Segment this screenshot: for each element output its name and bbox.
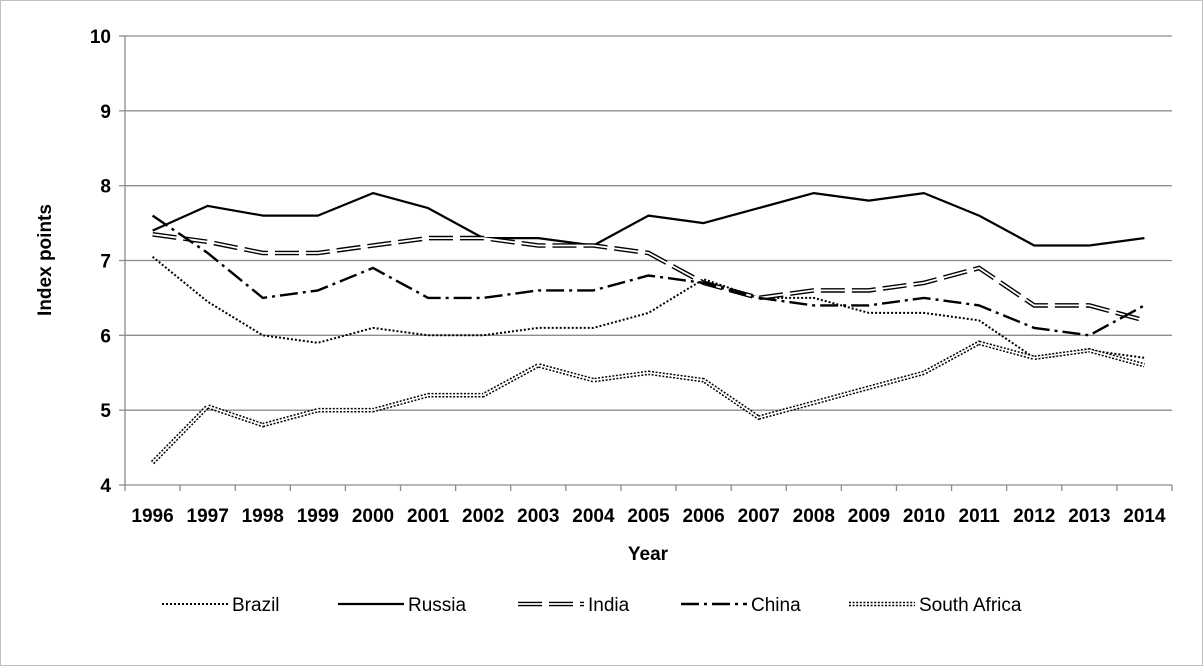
- legend-russia: Russia: [338, 595, 467, 616]
- x-axis-title: Year: [628, 544, 669, 565]
- axes: [119, 35, 1173, 491]
- x-tick-label: 2012: [1013, 506, 1055, 527]
- gridlines: [125, 35, 1172, 411]
- series-south-africa: [150, 340, 1146, 465]
- series-brazil: [151, 256, 1145, 359]
- x-tick-label: 2000: [352, 506, 394, 527]
- x-tick-label: 2013: [1068, 506, 1110, 527]
- series-india-inner: [152, 233, 1145, 322]
- x-tick-label: 1996: [131, 506, 173, 527]
- legend-india: India: [518, 595, 630, 616]
- y-tick-label: 10: [90, 27, 111, 48]
- y-tick-label: 5: [100, 401, 111, 422]
- series-china: [151, 214, 1145, 337]
- x-tick-label: 2014: [1123, 506, 1166, 527]
- x-tick-label: 2004: [572, 506, 615, 527]
- series-brazil-stroke: [151, 256, 1145, 359]
- x-tick-label: 2011: [959, 506, 1001, 527]
- series-india-stroke: [152, 232, 1146, 323]
- series-south-africa-stroke: [150, 340, 1146, 465]
- x-tick-label: 2002: [462, 506, 504, 527]
- y-tick-label: 6: [100, 326, 111, 347]
- series-china-stroke: [151, 214, 1145, 337]
- legend-china-label: China: [751, 595, 801, 616]
- x-tick-label: 2008: [793, 506, 835, 527]
- y-tick-label: 4: [100, 476, 111, 497]
- series-russia-stroke: [152, 192, 1145, 247]
- x-tick-label: 1997: [187, 506, 229, 527]
- legend-south-africa-label: South Africa: [919, 595, 1022, 616]
- y-axis-title: Index points: [35, 204, 56, 316]
- legend-china: China: [681, 595, 801, 616]
- x-tick-label: 2010: [903, 506, 945, 527]
- y-tick-label: 9: [100, 102, 111, 123]
- x-tick-label: 2005: [627, 506, 670, 527]
- legend-russia-label: Russia: [408, 595, 467, 616]
- legend-india-label: India: [588, 595, 630, 616]
- x-tick-label: 2006: [682, 506, 724, 527]
- legend-brazil-label: Brazil: [232, 595, 280, 616]
- x-tick-label: 2009: [848, 506, 890, 527]
- series-india: [152, 232, 1146, 323]
- series-lines: [150, 192, 1146, 465]
- y-tick-labels: 4 5 6 7 8 9 10: [90, 27, 112, 497]
- x-tick-label: 2003: [517, 506, 559, 527]
- x-tick-label: 1998: [242, 506, 284, 527]
- series-south-africa-inner: [152, 341, 1145, 464]
- legend-south-africa: South Africa: [849, 595, 1022, 616]
- y-tick-label: 7: [100, 252, 111, 273]
- x-tick-label: 2001: [407, 506, 450, 527]
- y-tick-label: 8: [100, 177, 111, 198]
- legend-brazil: Brazil: [162, 595, 280, 616]
- legend: Brazil Russia India China South Africa: [162, 595, 1022, 616]
- x-tick-label: 2007: [738, 506, 780, 527]
- x-tick-labels: 1996 1997 1998 1999 2000 2001 2002 2003 2004 2005…: [131, 506, 1166, 527]
- x-tick-label: 1999: [297, 506, 339, 527]
- series-russia: [152, 192, 1145, 247]
